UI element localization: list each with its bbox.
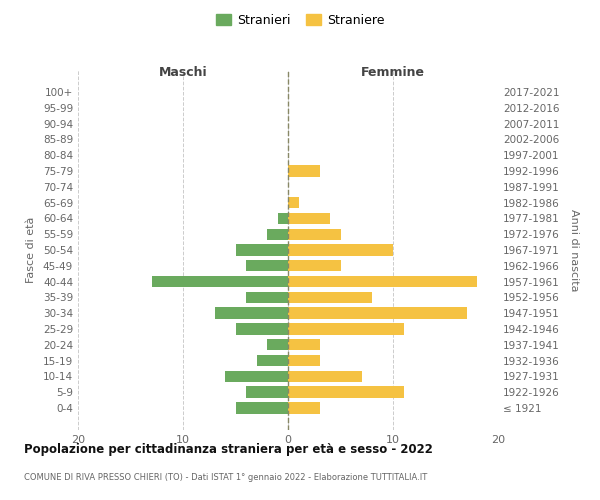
Text: COMUNE DI RIVA PRESSO CHIERI (TO) - Dati ISTAT 1° gennaio 2022 - Elaborazione TU: COMUNE DI RIVA PRESSO CHIERI (TO) - Dati… xyxy=(24,472,427,482)
Bar xyxy=(288,197,299,208)
Bar xyxy=(235,402,288,413)
Bar xyxy=(288,292,372,303)
Bar xyxy=(267,339,288,350)
Bar xyxy=(246,386,288,398)
Bar xyxy=(288,402,320,413)
Bar xyxy=(288,370,361,382)
Bar xyxy=(257,355,288,366)
Y-axis label: Fasce di età: Fasce di età xyxy=(26,217,36,283)
Bar xyxy=(288,386,404,398)
Text: Maschi: Maschi xyxy=(158,66,208,80)
Bar xyxy=(288,228,341,240)
Bar xyxy=(288,355,320,366)
Bar xyxy=(225,370,288,382)
Text: Popolazione per cittadinanza straniera per età e sesso - 2022: Popolazione per cittadinanza straniera p… xyxy=(24,442,433,456)
Bar xyxy=(246,260,288,272)
Bar xyxy=(246,292,288,303)
Text: Femmine: Femmine xyxy=(361,66,425,80)
Bar xyxy=(288,212,330,224)
Bar xyxy=(288,276,477,287)
Bar xyxy=(288,339,320,350)
Y-axis label: Anni di nascita: Anni di nascita xyxy=(569,209,579,291)
Bar xyxy=(215,308,288,319)
Bar xyxy=(235,244,288,256)
Bar xyxy=(288,308,467,319)
Bar xyxy=(267,228,288,240)
Bar xyxy=(288,260,341,272)
Bar xyxy=(288,244,393,256)
Bar xyxy=(151,276,288,287)
Bar xyxy=(288,324,404,334)
Bar xyxy=(235,324,288,334)
Bar xyxy=(277,212,288,224)
Legend: Stranieri, Straniere: Stranieri, Straniere xyxy=(211,8,389,32)
Bar xyxy=(288,166,320,176)
